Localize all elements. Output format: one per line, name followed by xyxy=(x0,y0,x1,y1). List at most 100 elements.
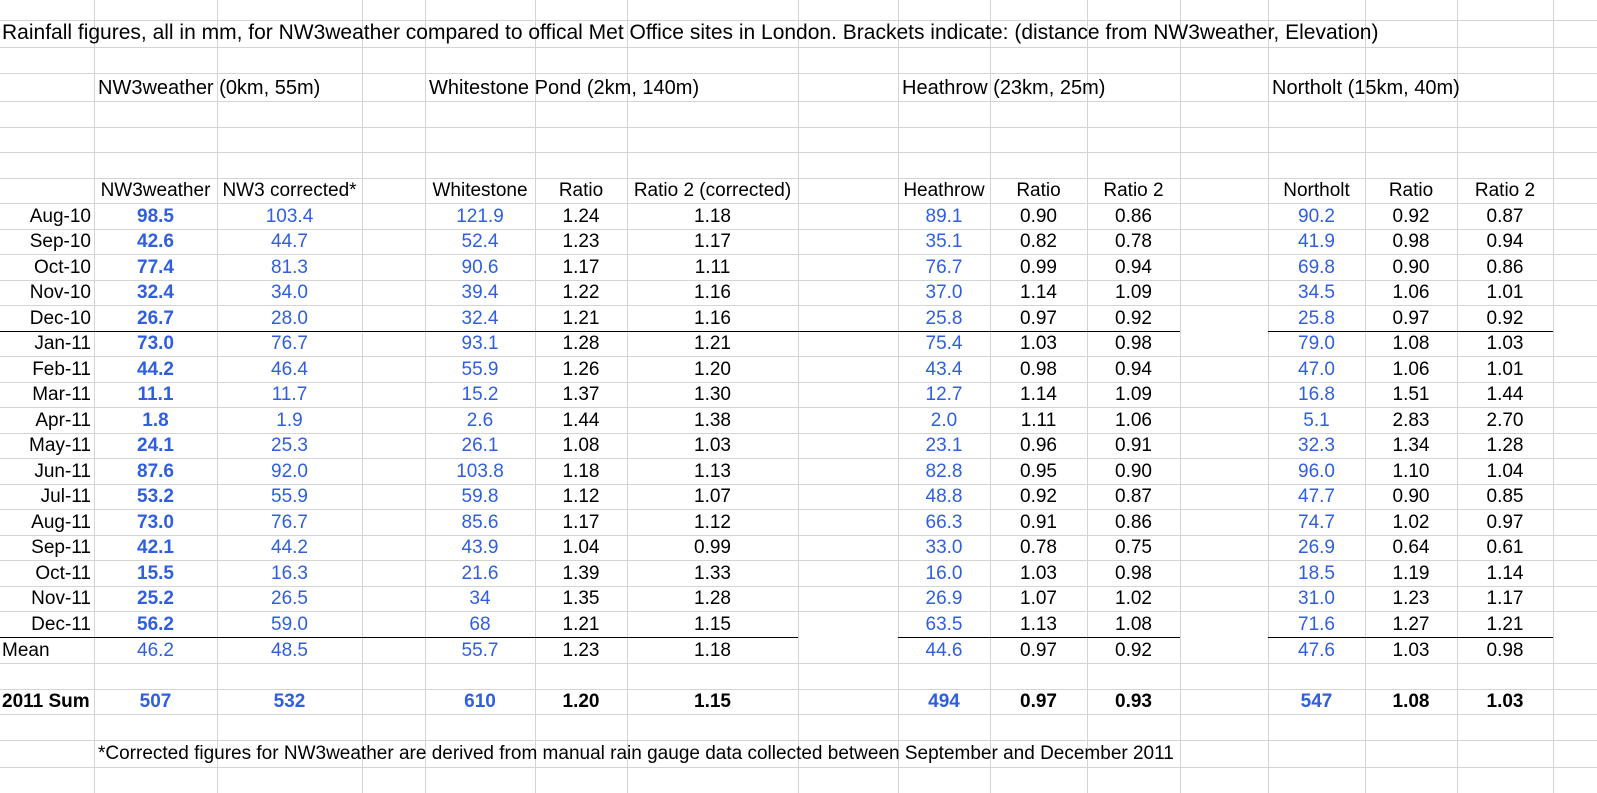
cell-no-r1[interactable]: 1.06 xyxy=(1392,282,1430,303)
cell-nw3c[interactable]: 48.5 xyxy=(271,640,308,661)
cell-no-r2[interactable]: 1.44 xyxy=(1486,384,1524,405)
cell-ws-r2[interactable]: 0.99 xyxy=(694,537,731,558)
cell-nw3[interactable]: 42.6 xyxy=(137,231,174,252)
cell-ws[interactable]: 90.6 xyxy=(461,257,499,278)
column-header-nw3c[interactable]: NW3 corrected* xyxy=(222,180,357,201)
cell-nw3c[interactable]: 44.7 xyxy=(271,231,308,252)
cell-hr[interactable]: 44.6 xyxy=(925,640,963,661)
column-header-ws-r1[interactable]: Ratio xyxy=(558,180,604,201)
cell-hr-r2[interactable]: 0.98 xyxy=(1115,563,1152,584)
cell-nw3c[interactable]: 103.4 xyxy=(265,206,314,227)
row-label[interactable]: Sep-10 xyxy=(29,231,91,252)
cell-hr[interactable]: 75.4 xyxy=(925,333,963,354)
cell-ws-r1[interactable]: 1.37 xyxy=(562,384,600,405)
cell-ws[interactable]: 103.8 xyxy=(456,461,504,482)
cell-nw3[interactable]: 77.4 xyxy=(137,257,174,278)
cell-ws[interactable]: 32.4 xyxy=(461,308,499,329)
cell-ws-r2[interactable]: 1.16 xyxy=(694,282,731,303)
cell-no-r1[interactable]: 1.02 xyxy=(1392,512,1430,533)
cell-nw3[interactable]: 56.2 xyxy=(137,614,174,635)
cell-no[interactable]: 90.2 xyxy=(1298,206,1335,227)
cell-no[interactable]: 96.0 xyxy=(1298,461,1335,482)
cell-nw3[interactable]: 507 xyxy=(139,691,172,712)
cell-no-r2[interactable]: 1.03 xyxy=(1486,691,1524,712)
row-label[interactable]: Aug-11 xyxy=(31,512,91,533)
cell-hr[interactable]: 33.0 xyxy=(925,537,963,558)
cell-nw3c[interactable]: 55.9 xyxy=(271,486,308,507)
column-header-no-r1[interactable]: Ratio xyxy=(1388,180,1434,201)
cell-ws-r1[interactable]: 1.21 xyxy=(562,308,600,329)
cell-no[interactable]: 547 xyxy=(1300,691,1333,712)
cell-ws-r2[interactable]: 1.15 xyxy=(694,614,731,635)
cell-hr-r1[interactable]: 1.14 xyxy=(1020,282,1057,303)
cell-ws-r2[interactable]: 1.15 xyxy=(694,691,731,712)
row-label[interactable]: May-11 xyxy=(29,435,91,456)
cell-no-r1[interactable]: 2.83 xyxy=(1392,410,1430,431)
cell-no-r2[interactable]: 1.28 xyxy=(1486,435,1524,456)
column-header-hr-r1[interactable]: Ratio xyxy=(1016,180,1061,201)
cell-no-r1[interactable]: 1.10 xyxy=(1392,461,1430,482)
row-label[interactable]: Jun-11 xyxy=(34,461,91,482)
column-header-hr-r2[interactable]: Ratio 2 xyxy=(1103,180,1164,201)
cell-hr[interactable]: 25.8 xyxy=(925,308,963,329)
row-label[interactable]: Mean xyxy=(2,640,50,661)
cell-nw3[interactable]: 98.5 xyxy=(137,206,174,227)
cell-no-r1[interactable]: 1.34 xyxy=(1392,435,1430,456)
cell-no[interactable]: 47.7 xyxy=(1298,486,1335,507)
cell-hr-r1[interactable]: 0.90 xyxy=(1020,206,1057,227)
cell-no[interactable]: 69.8 xyxy=(1298,257,1335,278)
cell-hr-r1[interactable]: 1.11 xyxy=(1020,410,1057,431)
cell-no-r1[interactable]: 1.51 xyxy=(1392,384,1430,405)
cell-nw3[interactable]: 15.5 xyxy=(137,563,174,584)
cell-hr-r1[interactable]: 0.97 xyxy=(1020,691,1057,712)
cell-nw3[interactable]: 44.2 xyxy=(137,359,174,380)
cell-no-r2[interactable]: 0.86 xyxy=(1486,257,1524,278)
section-whitestone[interactable]: Whitestone Pond (2km, 140m) xyxy=(429,77,700,99)
cell-ws-r2[interactable]: 1.20 xyxy=(694,359,731,380)
cell-hr-r1[interactable]: 0.91 xyxy=(1020,512,1057,533)
sheet-title[interactable]: Rainfall figures, all in mm, for NW3weat… xyxy=(2,21,1379,44)
cell-hr-r2[interactable]: 0.78 xyxy=(1115,231,1152,252)
cell-ws-r1[interactable]: 1.28 xyxy=(562,333,600,354)
cell-hr-r2[interactable]: 1.09 xyxy=(1115,282,1152,303)
cell-ws-r1[interactable]: 1.23 xyxy=(562,231,600,252)
cell-no-r2[interactable]: 0.61 xyxy=(1486,537,1524,558)
cell-ws[interactable]: 2.6 xyxy=(466,410,494,431)
cell-no-r2[interactable]: 1.21 xyxy=(1486,614,1524,635)
cell-ws-r1[interactable]: 1.08 xyxy=(562,435,600,456)
cell-ws[interactable]: 26.1 xyxy=(461,435,499,456)
cell-nw3c[interactable]: 16.3 xyxy=(271,563,308,584)
section-nw3weather[interactable]: NW3weather (0km, 55m) xyxy=(98,77,321,99)
row-label[interactable]: 2011 Sum xyxy=(2,691,90,712)
cell-hr-r2[interactable]: 0.92 xyxy=(1115,640,1152,661)
row-label[interactable]: Feb-11 xyxy=(32,359,91,380)
cell-ws-r2[interactable]: 1.28 xyxy=(694,588,731,609)
cell-hr[interactable]: 16.0 xyxy=(925,563,963,584)
cell-ws-r2[interactable]: 1.21 xyxy=(694,333,731,354)
cell-ws[interactable]: 39.4 xyxy=(461,282,499,303)
cell-hr-r1[interactable]: 1.03 xyxy=(1020,563,1057,584)
cell-ws-r2[interactable]: 1.33 xyxy=(694,563,731,584)
row-label[interactable]: Jul-11 xyxy=(40,486,91,507)
cell-ws-r1[interactable]: 1.18 xyxy=(562,461,600,482)
cell-hr-r1[interactable]: 1.03 xyxy=(1020,333,1057,354)
cell-no-r1[interactable]: 0.90 xyxy=(1392,486,1430,507)
cell-nw3c[interactable]: 11.7 xyxy=(271,384,308,405)
cell-no-r1[interactable]: 1.23 xyxy=(1392,588,1430,609)
cell-nw3c[interactable]: 46.4 xyxy=(271,359,308,380)
row-label[interactable]: Aug-10 xyxy=(29,206,91,227)
cell-ws-r1[interactable]: 1.20 xyxy=(562,691,600,712)
cell-hr[interactable]: 82.8 xyxy=(925,461,963,482)
cell-hr-r2[interactable]: 1.09 xyxy=(1115,384,1152,405)
cell-ws[interactable]: 43.9 xyxy=(461,537,499,558)
cell-nw3[interactable]: 26.7 xyxy=(137,308,174,329)
cell-hr[interactable]: 494 xyxy=(928,691,960,712)
cell-hr-r2[interactable]: 0.90 xyxy=(1115,461,1152,482)
cell-ws-r2[interactable]: 1.18 xyxy=(694,640,731,661)
row-label[interactable]: Dec-11 xyxy=(31,614,91,635)
cell-hr[interactable]: 12.7 xyxy=(925,384,963,405)
cell-hr-r1[interactable]: 0.92 xyxy=(1020,486,1057,507)
cell-hr-r1[interactable]: 0.82 xyxy=(1020,231,1057,252)
cell-ws[interactable]: 55.9 xyxy=(461,359,499,380)
section-northolt[interactable]: Northolt (15km, 40m) xyxy=(1272,77,1460,99)
